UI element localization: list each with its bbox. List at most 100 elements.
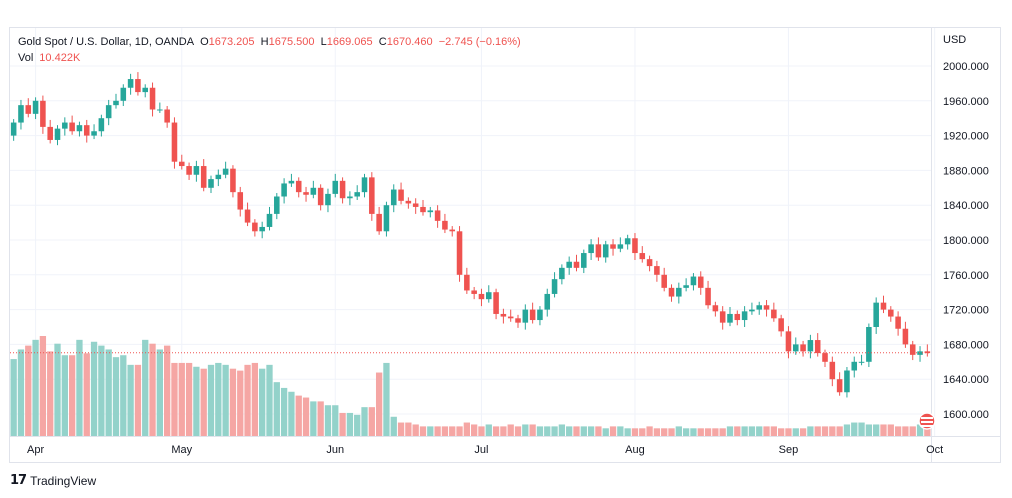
volume-bar xyxy=(339,412,346,436)
volume-bar xyxy=(207,364,215,436)
candle-body xyxy=(295,180,302,193)
candle-body xyxy=(142,87,149,93)
candle-body xyxy=(500,313,507,317)
candle-body xyxy=(683,285,689,288)
candle-body xyxy=(727,313,733,323)
volume-bar xyxy=(478,426,485,436)
candle-body xyxy=(566,261,572,268)
candle-body xyxy=(844,370,850,393)
volume-bar xyxy=(836,426,843,436)
candle-body xyxy=(873,302,879,327)
candle-body xyxy=(244,209,251,223)
chart-frame[interactable] xyxy=(9,27,1001,463)
time-tick-label: Oct xyxy=(926,444,943,456)
price-tick-label: 1880.000 xyxy=(943,165,989,177)
volume-bar xyxy=(573,426,580,436)
candle-body xyxy=(40,100,46,127)
candle-body xyxy=(186,166,192,175)
candle-body xyxy=(54,128,61,140)
candle-body xyxy=(332,180,339,194)
candle-body xyxy=(325,193,331,206)
candle-body xyxy=(91,131,97,136)
volume-bar xyxy=(193,366,200,436)
time-tick-label: Jun xyxy=(326,444,344,456)
candle-body xyxy=(105,105,112,119)
candle-body xyxy=(200,166,207,188)
candle-body xyxy=(464,274,470,291)
candle-body xyxy=(697,276,704,288)
volume-key[interactable]: Vol xyxy=(18,52,34,64)
candle-body xyxy=(383,205,390,232)
candle-body xyxy=(895,316,901,329)
volume-bar xyxy=(843,424,851,436)
tradingview-logo-icon: 17 xyxy=(10,473,27,488)
candle-body xyxy=(902,328,909,345)
candle-body xyxy=(559,267,565,280)
volume-bar xyxy=(682,428,690,436)
volume-bar xyxy=(390,416,397,436)
candle-body xyxy=(866,327,872,362)
candle-body xyxy=(529,309,536,321)
volume-bar xyxy=(251,362,259,436)
price-axis[interactable]: 2000.000 1960.000 1920.000 1880.000 1840.000… xyxy=(943,61,989,421)
candle-body xyxy=(10,122,17,136)
candle-body xyxy=(602,244,609,258)
price-tick-label: 1680.000 xyxy=(943,339,989,351)
time-axis[interactable]: Apr May Jun Jul Aug Sep Oct xyxy=(27,444,943,456)
branding[interactable]: 17 TradingView xyxy=(10,473,96,488)
volume-bar xyxy=(76,339,83,436)
candle-body xyxy=(347,196,353,199)
currency-label[interactable]: USD xyxy=(943,34,967,46)
candle-body xyxy=(369,177,375,214)
candle-body xyxy=(493,292,499,314)
volume-bar xyxy=(25,345,32,436)
volume-bar xyxy=(646,426,653,436)
close-key: C xyxy=(378,36,387,48)
candle-body xyxy=(456,231,463,275)
volume-bar xyxy=(273,382,280,436)
candle-body xyxy=(654,266,660,275)
volume-bar xyxy=(529,424,536,436)
candle-body xyxy=(507,316,514,319)
volume-bar xyxy=(697,428,704,436)
volume-bar xyxy=(514,426,522,436)
volume-bar xyxy=(617,426,624,436)
candle-body xyxy=(909,344,916,355)
volume-bar xyxy=(215,362,222,436)
candle-body xyxy=(690,276,697,286)
candle-body xyxy=(135,79,141,93)
volume-bar xyxy=(134,364,142,436)
price-tick-label: 1800.000 xyxy=(943,235,989,247)
candle-body xyxy=(193,166,200,175)
volume-bar xyxy=(90,341,98,436)
branding-name: TradingView xyxy=(30,473,97,488)
volume-bar xyxy=(98,345,105,436)
time-tick-label: Aug xyxy=(625,444,645,456)
candle-body xyxy=(639,253,646,260)
volume-bar xyxy=(39,336,47,436)
candle-body xyxy=(858,361,865,363)
symbol-title[interactable]: Gold Spot / U.S. Dollar, 1D, OANDA xyxy=(18,36,195,48)
volume-bar xyxy=(375,372,383,436)
volume-bar xyxy=(500,426,507,436)
candle-body xyxy=(478,293,485,300)
candle-body xyxy=(668,287,675,297)
high-key: H xyxy=(260,36,269,48)
volume-bar xyxy=(237,370,244,436)
candle-body xyxy=(215,174,222,180)
price-tick-label: 1840.000 xyxy=(943,200,989,212)
volume-bar xyxy=(909,426,916,436)
candle-body xyxy=(390,189,397,206)
candle-body xyxy=(741,311,748,321)
low-value: 1669.065 xyxy=(326,36,373,48)
volume-bar xyxy=(280,387,288,436)
volume-bar xyxy=(434,426,441,436)
candle-body xyxy=(83,125,90,136)
price-tick-label: 1600.000 xyxy=(943,409,989,421)
candle-body xyxy=(76,125,83,132)
volume-bar xyxy=(441,426,449,436)
volume-bar xyxy=(61,355,68,436)
candle-body xyxy=(98,118,105,132)
volume-bar xyxy=(149,343,156,436)
